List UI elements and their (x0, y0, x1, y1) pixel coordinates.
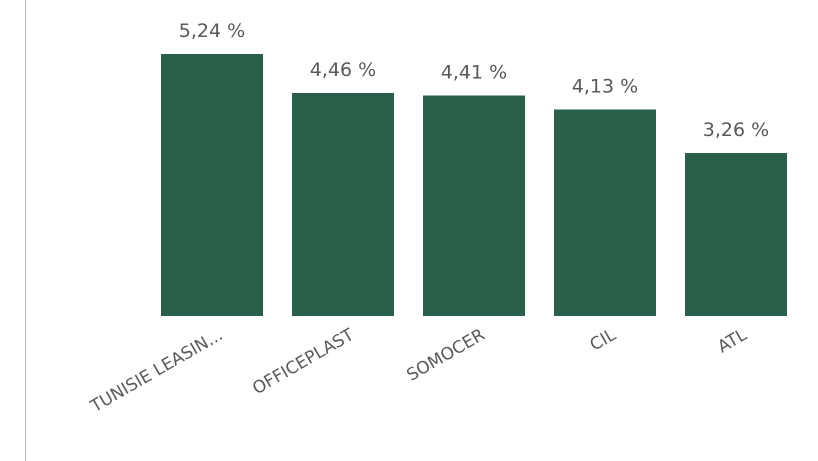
data-label-5: 3,26 % (703, 119, 769, 141)
data-label-3: 4,41 % (441, 62, 507, 84)
category-label-5: ATL (714, 325, 751, 358)
category-label-1: TUNISIE LEASIN... (87, 325, 227, 417)
data-label-1: 5,24 % (179, 20, 245, 42)
data-labels-group: 5,24 % 4,46 % 4,41 % 4,13 % 3,26 % (179, 20, 769, 141)
category-label-3: SOMOCER (403, 325, 488, 386)
bar-5 (685, 153, 787, 316)
data-label-4: 4,13 % (572, 76, 638, 98)
bar-4 (554, 109, 656, 316)
category-label-2: OFFICEPLAST (249, 325, 358, 399)
bars-group (161, 54, 787, 316)
bar-2 (292, 93, 394, 316)
bar-1 (161, 54, 263, 316)
category-labels-group: TUNISIE LEASIN... OFFICEPLAST SOMOCER CIL AT… (87, 325, 751, 418)
data-label-2: 4,46 % (310, 59, 376, 81)
bar-3 (423, 95, 525, 316)
category-label-4: CIL (587, 325, 620, 356)
